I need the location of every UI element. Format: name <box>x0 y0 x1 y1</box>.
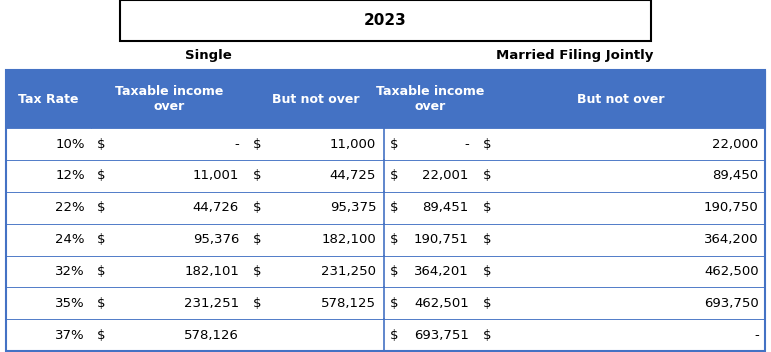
Text: 11,001: 11,001 <box>193 169 239 182</box>
Text: 37%: 37% <box>56 329 85 342</box>
Text: 22%: 22% <box>56 201 85 214</box>
Text: $: $ <box>253 138 261 151</box>
FancyBboxPatch shape <box>6 224 765 256</box>
Text: $: $ <box>390 138 399 151</box>
FancyBboxPatch shape <box>6 319 765 351</box>
Text: Taxable income
over: Taxable income over <box>115 85 223 113</box>
Text: 190,751: 190,751 <box>414 233 469 246</box>
FancyBboxPatch shape <box>6 287 765 319</box>
Text: $: $ <box>390 233 399 246</box>
Text: 11,000: 11,000 <box>330 138 376 151</box>
Text: 89,451: 89,451 <box>423 201 469 214</box>
Text: $: $ <box>97 201 106 214</box>
Text: 24%: 24% <box>56 233 85 246</box>
Text: $: $ <box>483 329 491 342</box>
Text: But not over: But not over <box>271 93 359 106</box>
Text: $: $ <box>97 329 106 342</box>
FancyBboxPatch shape <box>6 70 765 128</box>
Text: 89,450: 89,450 <box>712 169 759 182</box>
Text: 22,001: 22,001 <box>423 169 469 182</box>
Text: 22,000: 22,000 <box>712 138 759 151</box>
Text: $: $ <box>390 297 399 310</box>
Text: $: $ <box>483 201 491 214</box>
Text: $: $ <box>253 201 261 214</box>
Text: Single: Single <box>185 49 231 62</box>
Text: 44,725: 44,725 <box>330 169 376 182</box>
Text: $: $ <box>483 233 491 246</box>
Text: 364,200: 364,200 <box>704 233 759 246</box>
Text: 12%: 12% <box>56 169 85 182</box>
Text: 693,750: 693,750 <box>704 297 759 310</box>
Text: 231,251: 231,251 <box>184 297 239 310</box>
Text: $: $ <box>390 265 399 278</box>
FancyBboxPatch shape <box>6 160 765 192</box>
Text: 95,375: 95,375 <box>330 201 376 214</box>
FancyBboxPatch shape <box>6 192 765 224</box>
Text: $: $ <box>390 329 399 342</box>
Text: 2023: 2023 <box>364 13 407 28</box>
Text: 10%: 10% <box>56 138 85 151</box>
Text: 182,100: 182,100 <box>322 233 376 246</box>
Text: 462,501: 462,501 <box>414 297 469 310</box>
Text: -: - <box>464 138 469 151</box>
Text: -: - <box>754 329 759 342</box>
Text: $: $ <box>253 233 261 246</box>
Text: Tax Rate: Tax Rate <box>19 93 79 106</box>
Text: 95,376: 95,376 <box>193 233 239 246</box>
Text: $: $ <box>483 169 491 182</box>
Text: But not over: But not over <box>577 93 665 106</box>
Text: 578,126: 578,126 <box>184 329 239 342</box>
Text: $: $ <box>97 265 106 278</box>
Text: $: $ <box>253 297 261 310</box>
FancyBboxPatch shape <box>120 0 651 41</box>
FancyBboxPatch shape <box>6 128 765 160</box>
Text: $: $ <box>483 265 491 278</box>
FancyBboxPatch shape <box>6 256 765 287</box>
Text: $: $ <box>97 138 106 151</box>
Text: $: $ <box>253 265 261 278</box>
Text: 231,250: 231,250 <box>322 265 376 278</box>
Text: 32%: 32% <box>56 265 85 278</box>
Text: 44,726: 44,726 <box>193 201 239 214</box>
Text: $: $ <box>483 297 491 310</box>
Text: 462,500: 462,500 <box>704 265 759 278</box>
Text: 693,751: 693,751 <box>414 329 469 342</box>
Text: 364,201: 364,201 <box>414 265 469 278</box>
Text: $: $ <box>253 169 261 182</box>
Text: 578,125: 578,125 <box>322 297 376 310</box>
Text: $: $ <box>97 233 106 246</box>
Text: 182,101: 182,101 <box>184 265 239 278</box>
Text: Taxable income
over: Taxable income over <box>376 85 484 113</box>
Text: 35%: 35% <box>56 297 85 310</box>
Text: -: - <box>234 138 239 151</box>
Text: $: $ <box>390 201 399 214</box>
Text: $: $ <box>483 138 491 151</box>
Text: Married Filing Jointly: Married Filing Jointly <box>496 49 653 62</box>
Text: $: $ <box>390 169 399 182</box>
Text: $: $ <box>97 297 106 310</box>
Text: 190,750: 190,750 <box>704 201 759 214</box>
Text: $: $ <box>97 169 106 182</box>
